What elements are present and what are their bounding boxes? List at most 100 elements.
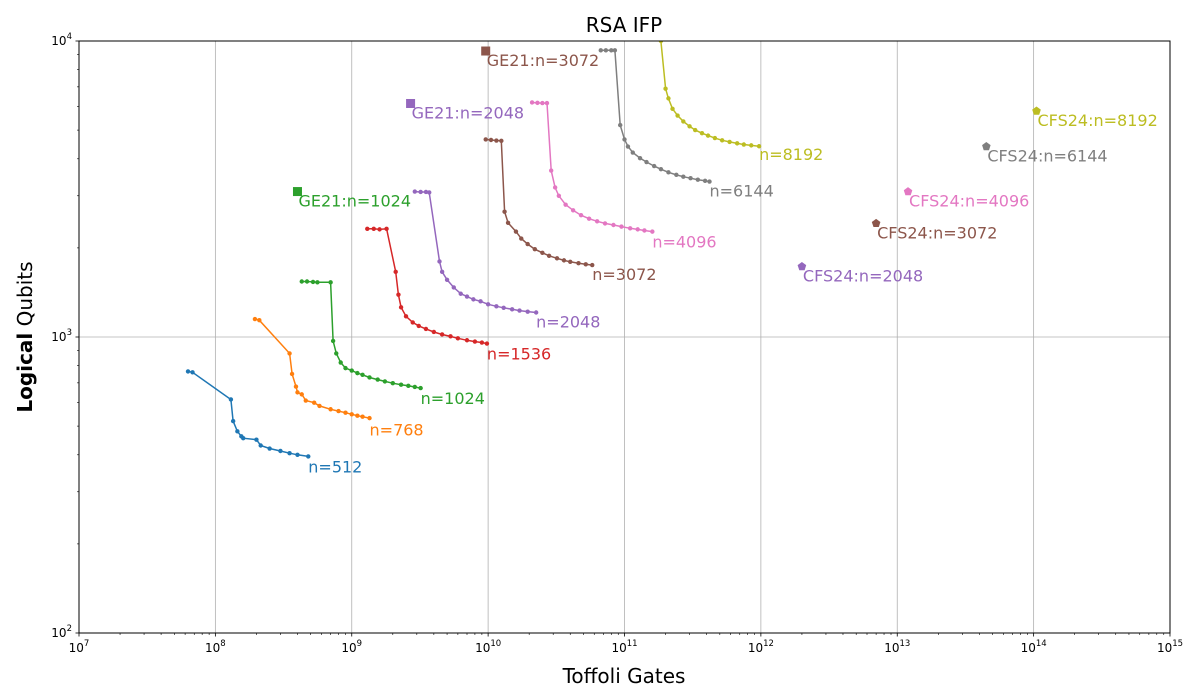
data-point <box>734 141 740 146</box>
series-n=1536 <box>365 226 490 346</box>
data-point <box>464 294 470 299</box>
data-point <box>619 224 624 229</box>
data-point <box>484 341 490 346</box>
data-point <box>416 323 421 329</box>
data-point <box>603 48 609 53</box>
data-point <box>594 219 600 224</box>
y-axis-title-bold: Logical <box>13 333 37 413</box>
data-point <box>532 246 538 252</box>
series-end-label: n=1536 <box>487 344 551 363</box>
data-point <box>228 397 234 402</box>
data-point <box>330 338 336 344</box>
data-point <box>609 48 614 53</box>
series-end-label: n=2048 <box>536 312 600 331</box>
data-point <box>375 377 380 382</box>
data-point <box>546 253 552 259</box>
data-point <box>651 163 657 169</box>
series-n=6144 <box>598 48 712 184</box>
data-point <box>343 410 348 415</box>
data-point <box>719 138 725 143</box>
data-point <box>554 256 560 261</box>
data-point <box>563 202 568 207</box>
data-point <box>471 297 476 302</box>
data-point <box>693 127 698 133</box>
series-labels: n=512 n=768 n=1024 n=1536 n=2048 n=3072 n=4096… <box>308 145 823 477</box>
data-point <box>586 216 592 221</box>
data-point <box>622 137 627 142</box>
data-point <box>583 262 588 267</box>
data-point <box>533 310 539 315</box>
data-point <box>355 413 360 418</box>
data-point <box>235 429 240 434</box>
data-point <box>349 412 354 417</box>
data-point <box>390 381 396 386</box>
data-point <box>699 131 705 136</box>
data-point <box>439 269 445 275</box>
data-point <box>681 174 686 179</box>
y-axis-title-rest: Qubits <box>13 261 37 332</box>
data-point <box>478 299 483 304</box>
reference-marker-pentagon <box>1032 106 1041 115</box>
data-point <box>529 100 535 105</box>
data-point <box>681 119 686 124</box>
reference-marker-pentagon <box>871 218 881 227</box>
data-point <box>674 172 679 178</box>
data-point <box>756 144 762 149</box>
data-point <box>355 370 360 376</box>
data-point <box>513 229 519 234</box>
reference-label: GE21:n=2048 <box>412 103 525 122</box>
data-point <box>412 189 418 194</box>
data-point <box>258 443 263 448</box>
series-end-label: n=6144 <box>709 182 773 201</box>
data-point <box>252 316 258 322</box>
data-point <box>412 384 418 390</box>
data-point <box>360 372 365 378</box>
data-point <box>295 390 300 395</box>
data-point <box>535 100 540 106</box>
data-point <box>398 305 404 310</box>
data-point <box>479 340 485 345</box>
data-point <box>423 189 429 195</box>
reference-label: CFS24:n=8192 <box>1038 111 1158 130</box>
reference-marker-pentagon <box>797 262 807 271</box>
data-point <box>749 143 754 148</box>
data-point <box>287 450 292 456</box>
data-point <box>257 317 262 323</box>
series-n=8192 <box>658 41 762 149</box>
data-point <box>310 279 316 285</box>
series-end-label: n=3072 <box>592 265 656 284</box>
data-point <box>658 166 664 172</box>
data-point <box>687 124 692 129</box>
series-end-label: n=4096 <box>652 233 716 252</box>
data-point <box>663 86 668 91</box>
data-point <box>365 226 370 232</box>
data-point <box>311 400 317 405</box>
data-point <box>517 308 522 313</box>
data-point <box>644 159 649 165</box>
data-point <box>483 137 488 142</box>
reference-marker-square <box>292 187 302 197</box>
reference-marker-pentagon <box>982 142 991 151</box>
data-point <box>451 285 456 290</box>
data-point <box>334 351 339 356</box>
data-point <box>548 168 554 173</box>
data-point <box>393 269 398 275</box>
x-tick-label: 1014 <box>1021 639 1047 655</box>
series-layer <box>185 41 762 459</box>
data-point <box>299 279 304 284</box>
reference-label: GE21:n=1024 <box>298 192 411 211</box>
data-point <box>525 309 530 314</box>
data-point <box>403 314 409 319</box>
data-point <box>578 212 584 218</box>
data-point <box>494 138 499 143</box>
data-point <box>382 379 388 384</box>
x-tick-label: 1012 <box>748 639 774 655</box>
data-point <box>707 179 712 184</box>
reference-label: CFS24:n=4096 <box>909 192 1029 211</box>
data-point <box>568 259 573 264</box>
y-tick-label: 102 <box>51 624 72 640</box>
data-point <box>675 113 680 118</box>
data-point <box>360 414 365 419</box>
data-point <box>544 100 550 106</box>
